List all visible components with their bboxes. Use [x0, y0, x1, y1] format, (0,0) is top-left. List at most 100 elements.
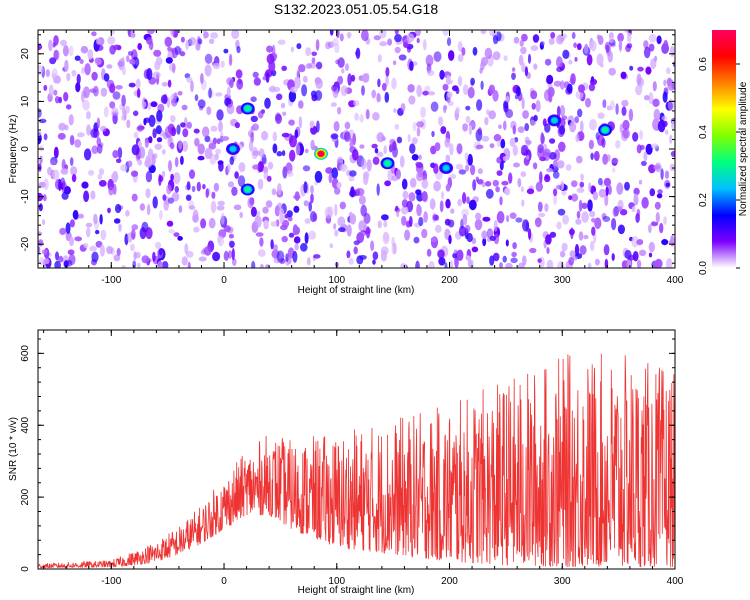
- heatmap-cell: [191, 185, 196, 193]
- heatmap-cell: [515, 217, 523, 223]
- heatmap-cell: [560, 106, 566, 116]
- heatmap-cell: [411, 154, 419, 161]
- heatmap-cell: [212, 62, 221, 70]
- heatmap-cell: [520, 186, 525, 193]
- heatmap-cell: [521, 97, 525, 110]
- heatmap-cell: [164, 125, 173, 138]
- heatmap-cell: [155, 56, 163, 66]
- heatmap-cell: [206, 106, 212, 115]
- heatmap-cell: [74, 55, 81, 61]
- heatmap-cell: [106, 245, 113, 255]
- heatmap-cell: [127, 160, 133, 168]
- heatmap-cell: [150, 101, 158, 108]
- heatmap-cell: [496, 170, 503, 176]
- heatmap-cell: [126, 119, 131, 129]
- heatmap-cell: [308, 201, 313, 212]
- heatmap-cell: [271, 188, 277, 196]
- heatmap-cell: [406, 46, 412, 53]
- heatmap-cell: [503, 55, 508, 61]
- heatmap-cell: [496, 211, 505, 224]
- heatmap-cell: [181, 140, 189, 152]
- heatmap-cell: [669, 163, 675, 172]
- heatmap-cell: [392, 141, 397, 151]
- heatmap-cell: [455, 87, 460, 95]
- heatmap-cell: [288, 90, 297, 103]
- heatmap-cell: [654, 201, 661, 210]
- heatmap-cell: [361, 73, 370, 83]
- heatmap-cell: [38, 64, 44, 75]
- heatmap-cell: [358, 220, 366, 232]
- heatmap-cell: [383, 231, 389, 242]
- heatmap-cell: [411, 137, 418, 145]
- heatmap-cell: [91, 71, 98, 81]
- heatmap-cell: [565, 164, 572, 171]
- heatmap-cell: [631, 206, 636, 213]
- heatmap-cell: [499, 196, 503, 206]
- heatmap-cell: [414, 30, 422, 37]
- heatmap-cell: [309, 120, 315, 128]
- heatmap-cell: [133, 131, 139, 139]
- heatmap-cell: [57, 132, 66, 140]
- heatmap-cell: [624, 181, 630, 191]
- heatmap-cell: [370, 240, 375, 252]
- heatmap-cell: [337, 57, 345, 68]
- heatmap-cell: [165, 57, 173, 64]
- heatmap-cell: [512, 242, 517, 250]
- heatmap-cell: [511, 251, 517, 258]
- heatmap-cell: [557, 261, 565, 268]
- heatmap-cell: [585, 97, 591, 108]
- heatmap-cell: [626, 43, 633, 49]
- heatmap-cell: [265, 200, 273, 208]
- heatmap-cell: [530, 45, 539, 51]
- heatmap-cell: [444, 262, 448, 268]
- heatmap-cell: [421, 191, 428, 202]
- heatmap-cell: [594, 217, 602, 229]
- heatmap-cell: [272, 131, 277, 142]
- heatmap-cell: [355, 50, 359, 56]
- heatmap-cell: [161, 82, 169, 87]
- heatmap-cell: [54, 96, 60, 104]
- heatmap-cell: [181, 256, 188, 266]
- heatmap-cell: [504, 187, 511, 196]
- heatmap-cell: [131, 224, 139, 231]
- heatmap-cell: [235, 69, 243, 79]
- heatmap-cell: [305, 63, 312, 69]
- heatmap-cell: [396, 136, 403, 144]
- heatmap-cell: [331, 84, 338, 92]
- heatmap-cell: [489, 143, 495, 149]
- heatmap-cell: [449, 143, 454, 156]
- heatmap-cell: [513, 36, 520, 44]
- heatmap-cell: [387, 38, 393, 46]
- heatmap-cell: [315, 39, 320, 51]
- heatmap-cell: [205, 188, 209, 198]
- heatmap-cell: [501, 180, 509, 186]
- heatmap-cell: [131, 193, 138, 202]
- heatmap-cell: [430, 237, 437, 243]
- heatmap-cell: [53, 49, 60, 61]
- heatmap-cell: [428, 261, 435, 268]
- heatmap-cell: [95, 240, 103, 248]
- heatmap-cell: [586, 54, 593, 66]
- heatmap-cell: [408, 95, 416, 105]
- heatmap-cell: [458, 169, 467, 175]
- heatmap-cell: [124, 105, 130, 114]
- heatmap-cell: [219, 132, 224, 143]
- heatmap-cell: [365, 109, 370, 120]
- heatmap-cell: [39, 145, 44, 152]
- heatmap-cell: [450, 208, 455, 214]
- heatmap-cell: [41, 249, 48, 255]
- heatmap-cell: [193, 128, 200, 134]
- heatmap-cell: [117, 147, 123, 159]
- heatmap-cell: [592, 191, 599, 201]
- heatmap-cell: [85, 222, 93, 228]
- heatmap-cell: [489, 255, 495, 266]
- heatmap-cell: [648, 43, 655, 52]
- heatmap-cell: [210, 32, 219, 39]
- heatmap-cell: [421, 228, 428, 239]
- heatmap-cell: [526, 155, 530, 160]
- heatmap-cell: [213, 182, 220, 192]
- heatmap-cell: [518, 54, 524, 66]
- heatmap-cell: [192, 214, 199, 223]
- heatmap-cell: [266, 45, 273, 53]
- heatmap-cell: [139, 203, 146, 211]
